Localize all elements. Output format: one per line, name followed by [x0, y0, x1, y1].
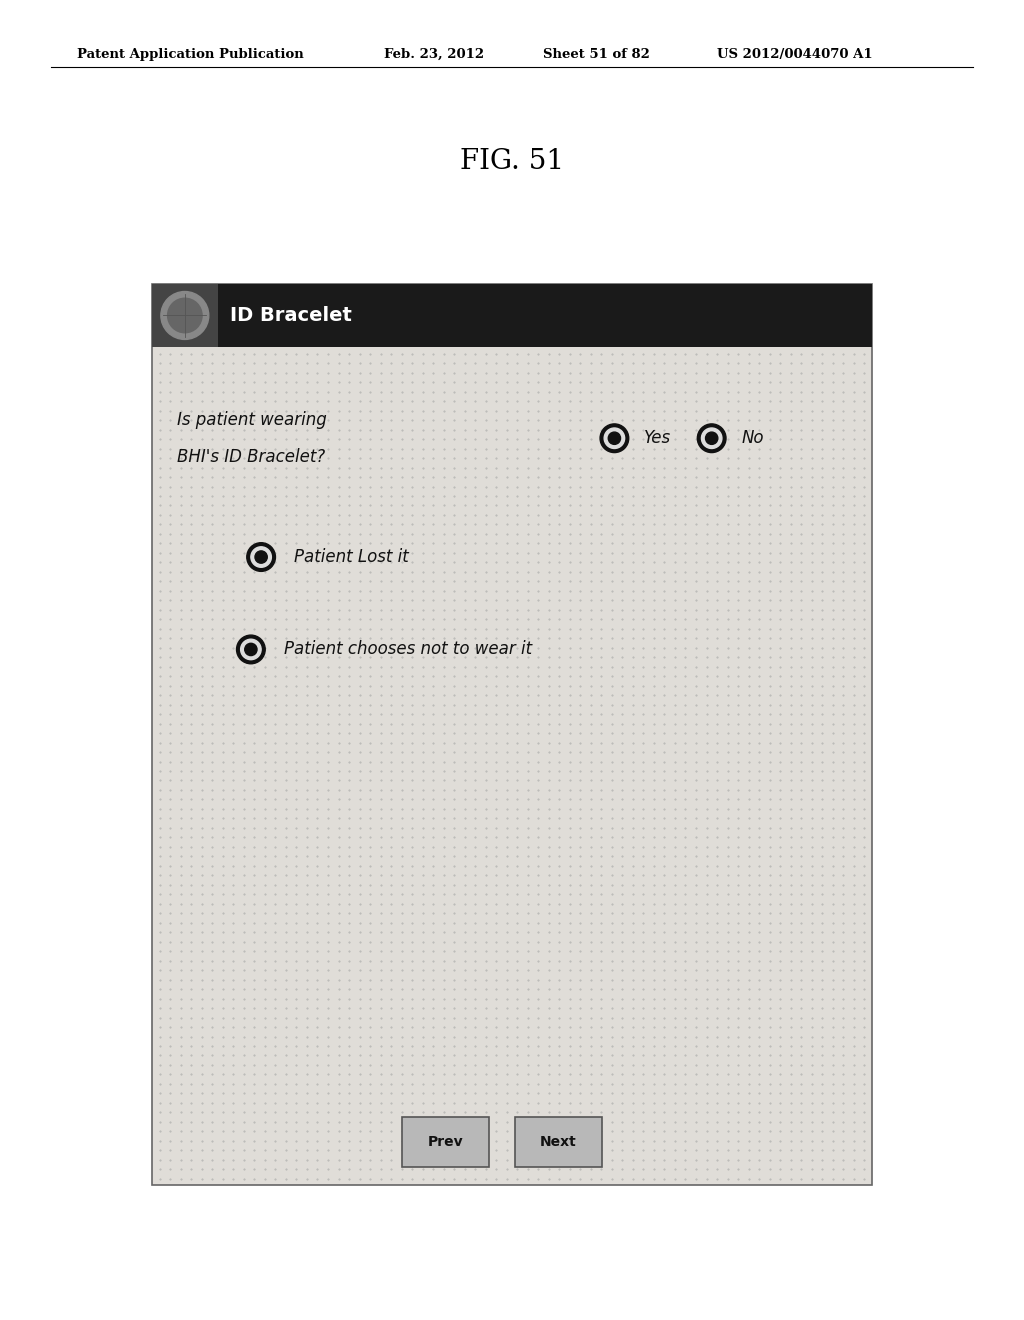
- FancyBboxPatch shape: [515, 1117, 602, 1167]
- Ellipse shape: [168, 298, 202, 333]
- FancyBboxPatch shape: [152, 284, 872, 347]
- Ellipse shape: [706, 432, 718, 445]
- Ellipse shape: [600, 424, 629, 453]
- Text: US 2012/0044070 A1: US 2012/0044070 A1: [717, 48, 872, 61]
- Ellipse shape: [161, 292, 209, 339]
- Text: Feb. 23, 2012: Feb. 23, 2012: [384, 48, 484, 61]
- Ellipse shape: [251, 546, 271, 568]
- Text: Sheet 51 of 82: Sheet 51 of 82: [543, 48, 649, 61]
- Ellipse shape: [247, 543, 275, 572]
- Text: Patent Application Publication: Patent Application Publication: [77, 48, 303, 61]
- Ellipse shape: [255, 550, 267, 564]
- Ellipse shape: [245, 643, 257, 656]
- Text: Next: Next: [540, 1135, 577, 1148]
- Ellipse shape: [237, 635, 265, 664]
- Text: Patient Lost it: Patient Lost it: [294, 548, 409, 566]
- Text: ID Bracelet: ID Bracelet: [230, 306, 352, 325]
- Ellipse shape: [241, 639, 261, 660]
- Ellipse shape: [608, 432, 621, 445]
- Text: Patient chooses not to wear it: Patient chooses not to wear it: [284, 640, 531, 659]
- Ellipse shape: [697, 424, 726, 453]
- Text: Is patient wearing: Is patient wearing: [177, 411, 327, 429]
- FancyBboxPatch shape: [401, 1117, 489, 1167]
- Ellipse shape: [604, 428, 625, 449]
- FancyBboxPatch shape: [152, 284, 218, 347]
- Text: BHI's ID Bracelet?: BHI's ID Bracelet?: [177, 447, 326, 466]
- Text: No: No: [741, 429, 764, 447]
- Text: Prev: Prev: [428, 1135, 463, 1148]
- Text: FIG. 51: FIG. 51: [460, 148, 564, 174]
- FancyBboxPatch shape: [152, 284, 872, 1185]
- Text: Yes: Yes: [644, 429, 671, 447]
- Ellipse shape: [701, 428, 722, 449]
